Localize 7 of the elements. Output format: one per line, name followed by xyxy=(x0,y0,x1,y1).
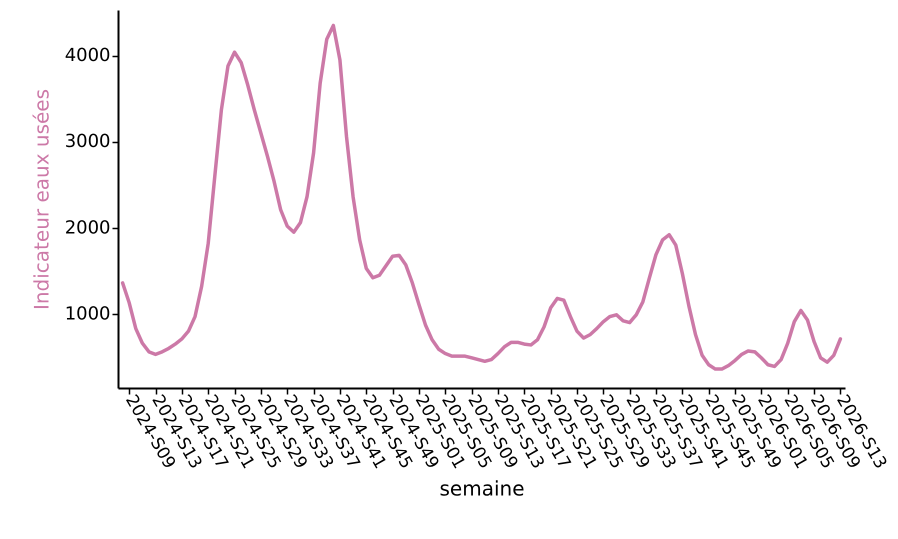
y-tick-label: 4000 xyxy=(64,45,110,66)
y-tick-label: 3000 xyxy=(64,131,110,152)
y-tick-label: 1000 xyxy=(64,303,110,324)
line-series xyxy=(120,24,842,371)
y-axis-title: Indicateur eaux usées xyxy=(30,88,54,310)
y-tick-label: 2000 xyxy=(64,217,110,238)
x-axis-title: semaine xyxy=(440,476,524,500)
